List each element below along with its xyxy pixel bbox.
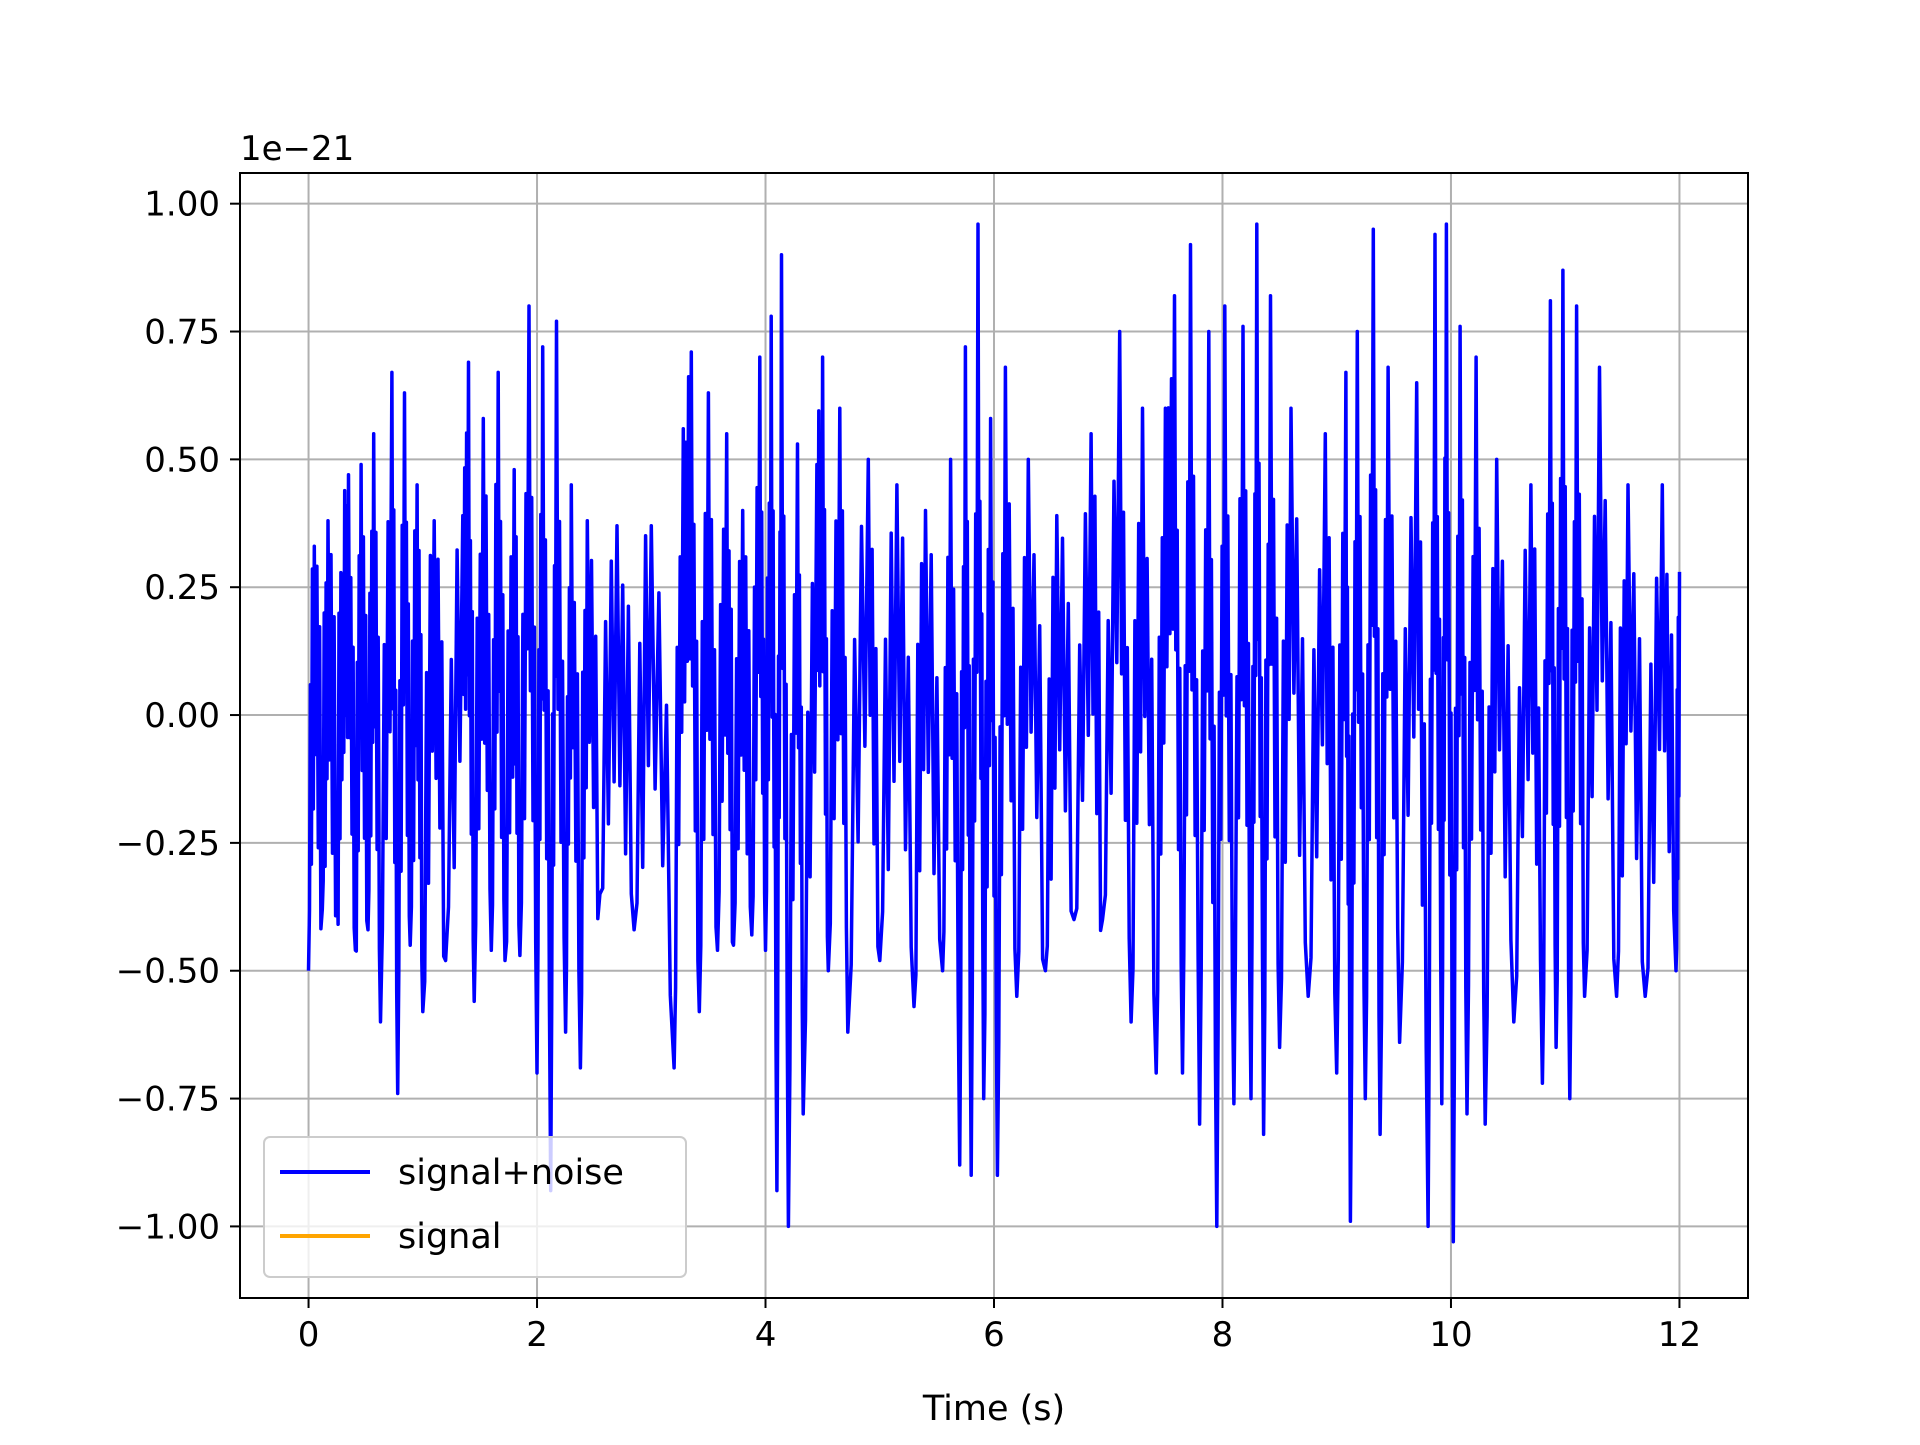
legend-label-signal-noise: signal+noise bbox=[398, 1153, 624, 1193]
y-tick-label: 0.25 bbox=[144, 568, 220, 608]
y-tick-label: −0.25 bbox=[116, 824, 220, 864]
y-tick-label: 1.00 bbox=[144, 185, 220, 225]
y-tick-label: −0.75 bbox=[116, 1080, 220, 1120]
x-tick-label: 8 bbox=[1212, 1315, 1234, 1355]
y-tick-label: −1.00 bbox=[116, 1207, 220, 1247]
x-axis-label: Time (s) bbox=[922, 1389, 1065, 1429]
legend-label-signal: signal bbox=[398, 1217, 502, 1257]
y-axis: 1.00 0.75 0.50 0.25 0.00 −0.25 −0.50 −0.75 −1.00 bbox=[116, 185, 240, 1247]
x-axis: 0 2 4 6 8 10 12 bbox=[298, 1298, 1701, 1355]
x-tick-label: 10 bbox=[1429, 1315, 1472, 1355]
data-layer bbox=[306, 222, 1682, 1244]
x-tick-label: 0 bbox=[298, 1315, 320, 1355]
y-scale-label: 1e−21 bbox=[240, 129, 354, 169]
y-tick-label: −0.50 bbox=[116, 952, 220, 992]
x-tick-label: 2 bbox=[526, 1315, 548, 1355]
legend: signal+noise signal bbox=[263, 1136, 687, 1278]
x-tick-label: 4 bbox=[755, 1315, 777, 1355]
x-tick-label: 12 bbox=[1658, 1315, 1701, 1355]
y-tick-label: 0.75 bbox=[144, 313, 220, 353]
x-tick-label: 6 bbox=[983, 1315, 1005, 1355]
y-tick-label: 0.50 bbox=[144, 440, 220, 480]
y-tick-label: 0.00 bbox=[144, 696, 220, 736]
series-line-signal-noise bbox=[306, 222, 1682, 1244]
